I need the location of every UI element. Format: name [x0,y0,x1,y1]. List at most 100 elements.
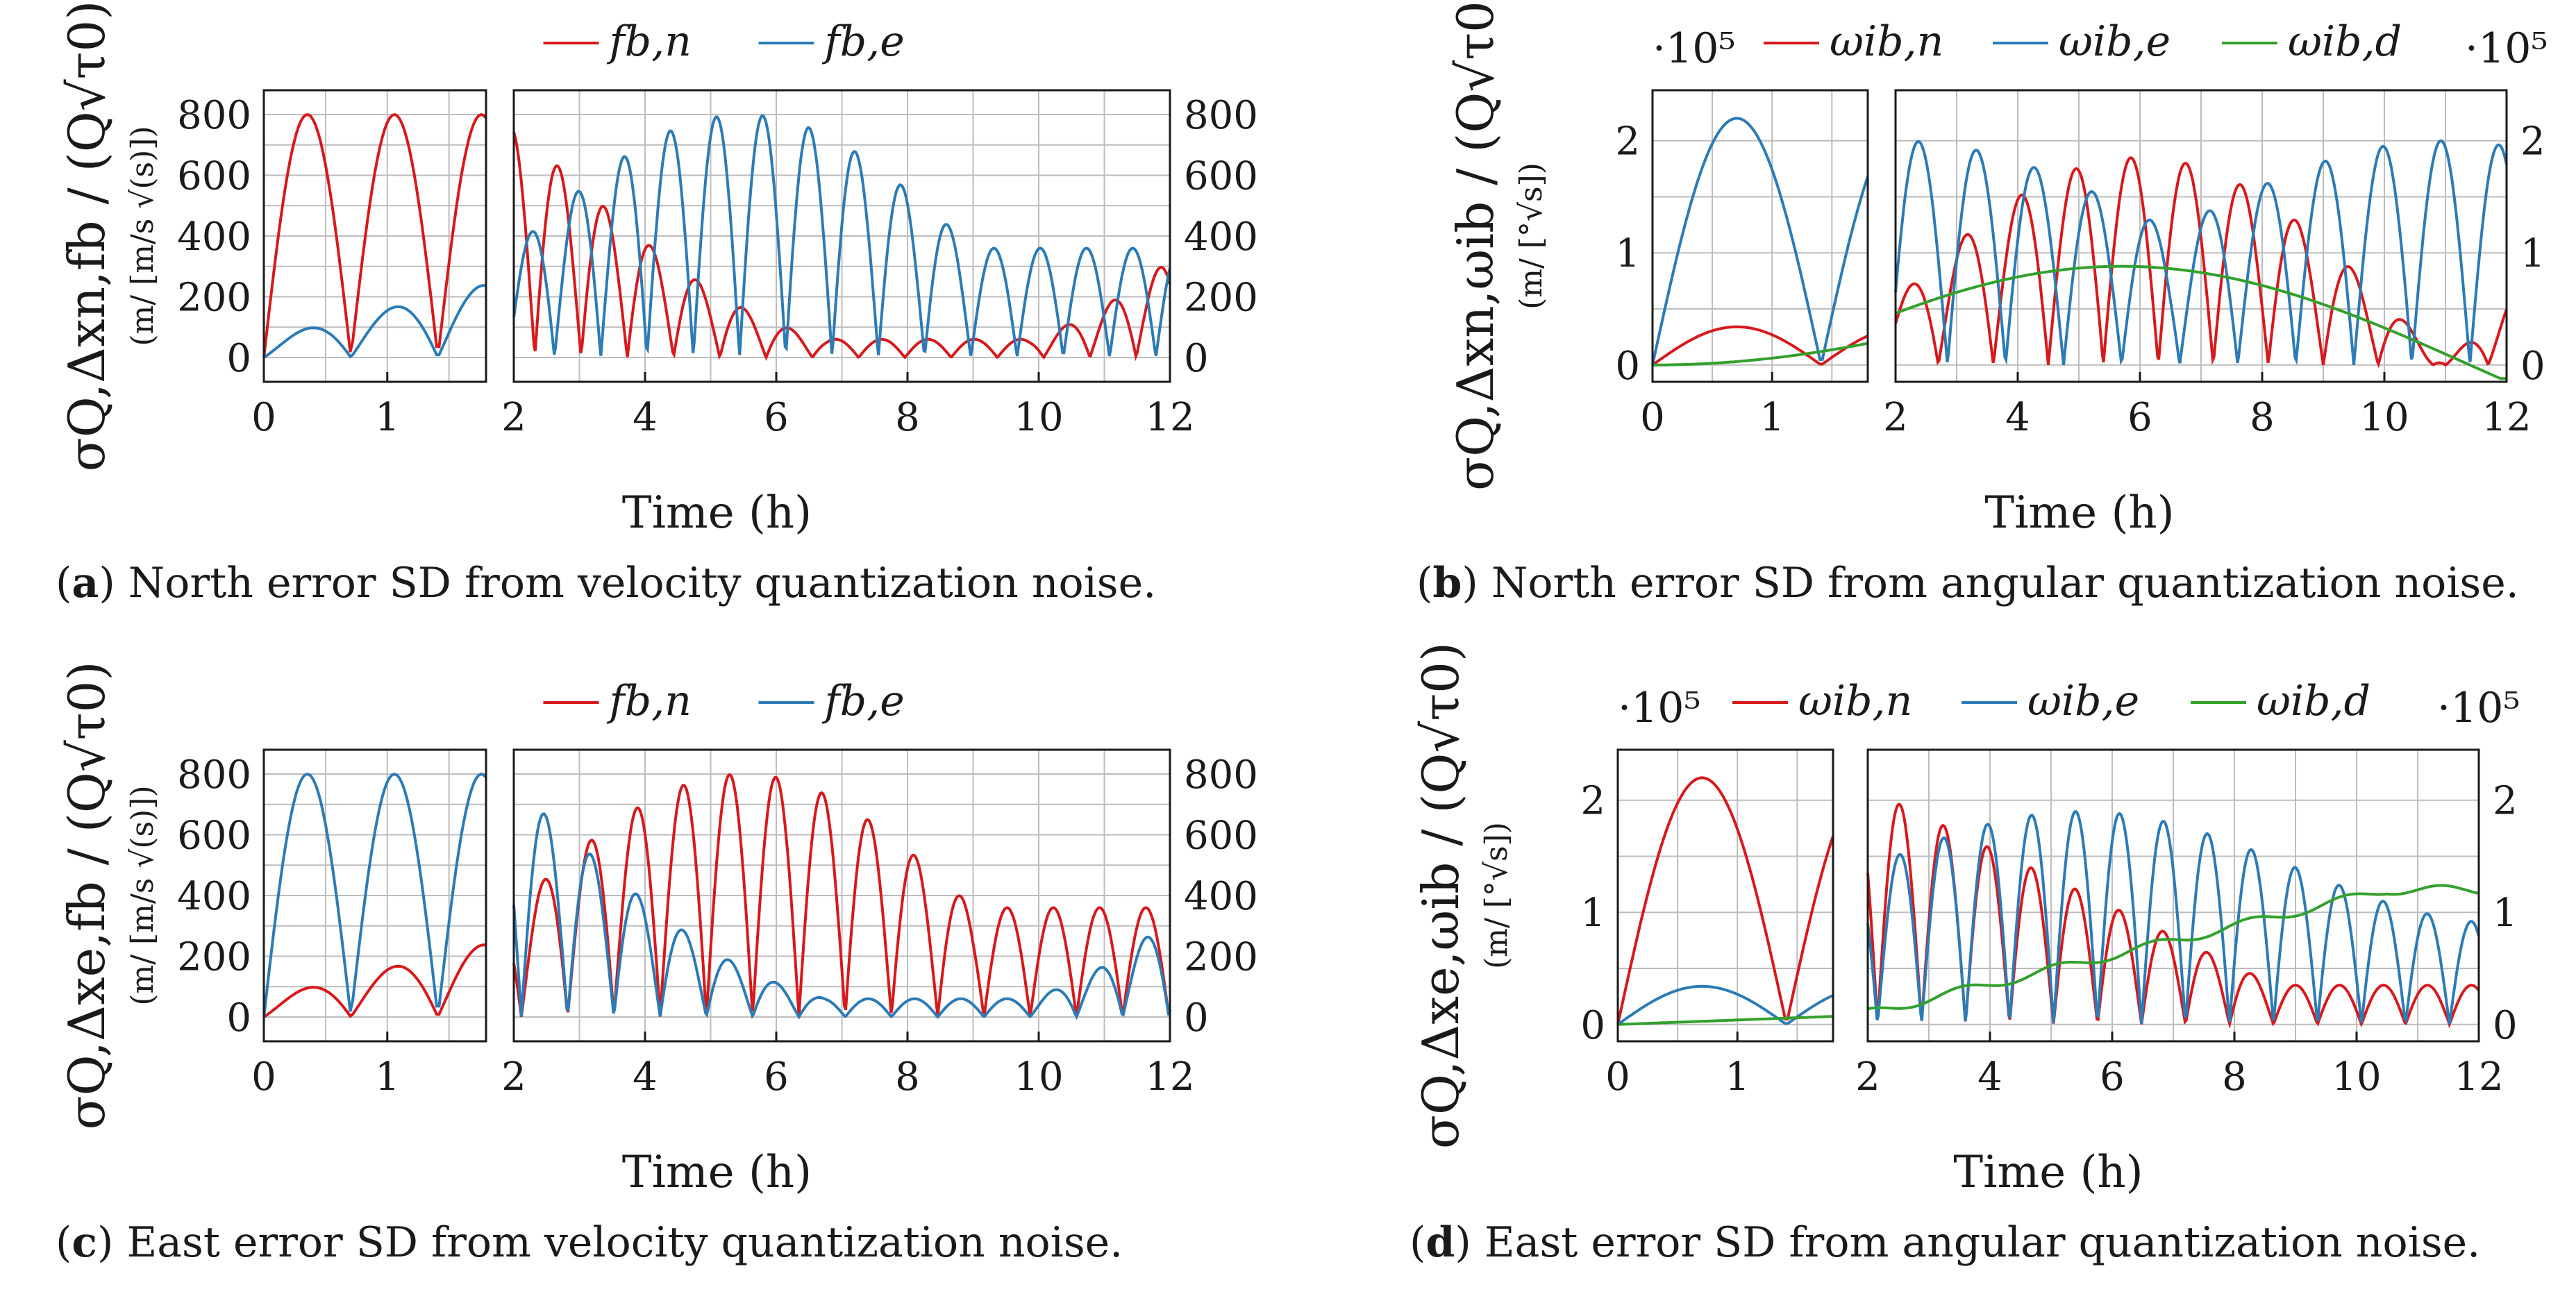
caption: (d) East error SD from angular quantizat… [1410,1218,2480,1267]
x-tick-label: 4 [1977,1054,2002,1100]
y-tick-label-right: 1 [2493,891,2518,936]
x-tick-label: 12 [1145,1054,1194,1100]
y-tick-label: 0 [226,995,251,1041]
x-tick-label: 4 [633,395,658,440]
axes-right: 2 4 6 8 10 12 [1855,748,2504,1100]
y-tick-label-right: 0 [2520,344,2545,389]
x-tick-label: 8 [895,1054,920,1100]
y-tick-label-right: 800 [1184,93,1258,138]
scale-note-right: ·10⁵ [2437,684,2520,732]
scale-note-right: ·10⁵ [2465,24,2548,73]
x-tick-label: 6 [2100,1054,2125,1100]
caption-letter: d [1425,1218,1455,1267]
series-line-red [1651,325,1868,367]
y-axis-label: σQ,Δxe,fb / (Q√τ0) [58,661,116,1129]
caption-text: North error SD from angular quantization… [1478,559,2519,607]
y-axis-units: (m/ [m/s √(s)]) [125,785,160,1005]
caption-text: North error SD from velocity quantizatio… [115,559,1156,607]
y-tick-label-right: 1 [2520,231,2545,276]
caption: (c) East error SD from velocity quantiza… [56,1218,1123,1267]
legend-label: fb,e [822,677,905,725]
x-tick-label: 1 [1759,395,1784,440]
caption: (a) North error SD from velocity quantiz… [56,559,1156,607]
series-line-red [262,943,487,1018]
y-axis-label: σQ,Δxn,fb / (Q√τ0) [58,1,116,472]
legend-label: ωib,d [2288,17,2402,66]
y-tick-label: 0 [1615,344,1640,389]
plot-frame [1866,748,2480,1043]
legend-label: fb,n [607,17,692,66]
scale-note-left: ·10⁵ [1618,684,1700,732]
caption: (b) North error SD from angular quantiza… [1416,559,2519,607]
x-tick-label: 12 [2482,395,2531,440]
y-axis-units: (m/ [m/s √(s)]) [125,126,160,346]
caption-paren: ( [1410,1218,1425,1267]
caption-paren: ( [56,559,72,607]
y-tick-label-right: 400 [1184,874,1258,919]
x-tick-label: 0 [1640,395,1665,440]
y-tick-label: 2 [1580,779,1605,824]
x-tick-label: 2 [501,1054,526,1100]
plot-frame [1894,89,2508,383]
series-line-red [512,773,1171,1017]
x-tick-label: 10 [2359,395,2409,440]
caption-paren: ( [56,1218,72,1267]
axes-right: 2 4 6 8 10 12 [1883,89,2532,440]
y-tick-label-right: 2 [2520,119,2545,165]
x-tick-label: 0 [251,1054,276,1100]
series-line-green [1653,342,1868,367]
y-tick-label-right: 400 [1184,215,1258,260]
y-tick-label: 600 [177,814,251,859]
x-tick-label: 12 [1145,395,1194,440]
y-tick-label: 200 [177,935,251,980]
plot-frame [1616,748,1834,1043]
y-tick-label: 1 [1580,891,1605,936]
y-tick-label: 400 [177,874,251,919]
x-tick-label: 0 [1605,1054,1630,1100]
series-line-blue [1651,117,1869,366]
y-tick-label-right: 800 [1184,753,1258,798]
plot-frame [262,748,487,1043]
x-tick-label: 8 [2222,1054,2247,1100]
legend: ωib,n ωib,e ωib,d [1764,17,2402,66]
x-tick-label: 2 [501,395,526,440]
series-line-blue [1866,809,2480,1025]
x-tick-label: 1 [1725,1054,1750,1100]
legend-label: fb,n [607,677,692,725]
legend-label: ωib,n [1830,17,1943,66]
x-tick-label: 4 [633,1054,658,1100]
caption-paren: ) [1455,1218,1471,1267]
legend-label: fb,e [822,17,905,66]
x-tick-label: 2 [1883,395,1908,440]
legend: fb,n fb,e [543,677,905,725]
series-line-blue [262,772,487,1018]
y-tick-label-right: 0 [1184,336,1209,381]
series-line-red [1894,156,2508,369]
y-tick-label-right: 0 [1184,995,1209,1041]
plot-frame [262,89,487,383]
x-tick-label: 4 [2005,395,2030,440]
plot-frame [1651,89,1869,383]
y-tick-label: 600 [177,154,251,199]
x-axis-label: Time (h) [1953,1147,2143,1198]
y-tick-label: 400 [177,215,251,260]
series-line-blue [1894,139,2508,366]
y-tick-label-right: 2 [2493,779,2518,824]
caption-paren: ( [1416,559,1432,607]
y-tick-label: 1 [1615,231,1640,276]
x-tick-label: 8 [895,395,920,440]
x-tick-label: 10 [1014,1054,1063,1100]
x-tick-label: 0 [251,395,276,440]
x-tick-label: 6 [764,1054,789,1100]
series-line-green [1617,1015,1834,1026]
plot-frame [512,748,1171,1043]
y-tick-label: 2 [1615,119,1640,165]
y-tick-label: 200 [177,276,251,321]
series-line-green [1867,884,2479,1011]
